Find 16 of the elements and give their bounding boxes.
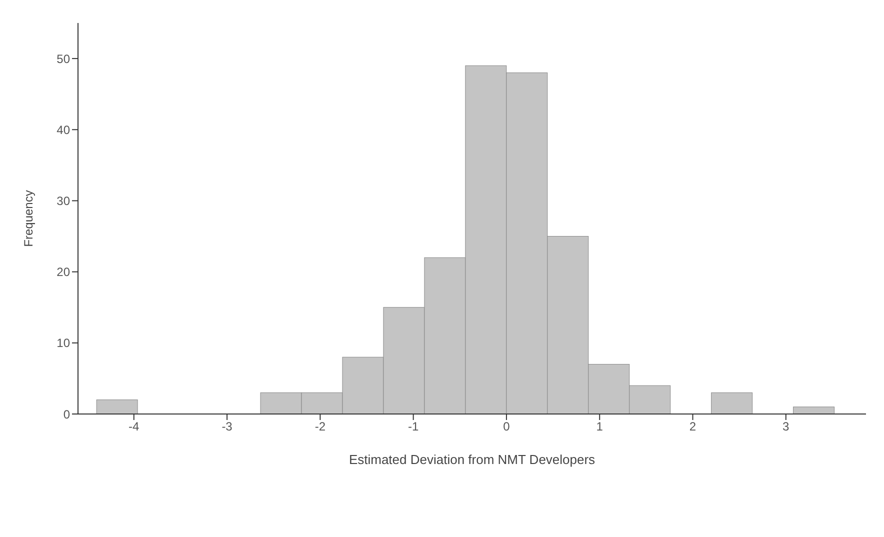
x-tick-label: -2 (314, 420, 326, 434)
x-tick-label: 0 (503, 420, 510, 434)
y-tick-label: 20 (56, 265, 70, 280)
x-tick-label: -1 (408, 420, 419, 434)
y-tick-label: 30 (56, 194, 70, 208)
y-axis-title: Frequency (21, 190, 36, 247)
y-tick-label: 50 (56, 52, 70, 66)
x-tick-label: 1 (596, 420, 604, 434)
x-tick-label: -3 (222, 420, 233, 434)
x-tick-label: 3 (782, 420, 790, 434)
y-tick-label: 10 (56, 336, 70, 350)
y-tick-label: 40 (56, 122, 70, 137)
x-axis-title: Estimated Deviation from NMT Developers (348, 452, 596, 467)
y-tick-label: 0 (63, 407, 70, 422)
x-tick-label: -4 (128, 420, 140, 434)
x-tick-label: 2 (689, 420, 696, 434)
